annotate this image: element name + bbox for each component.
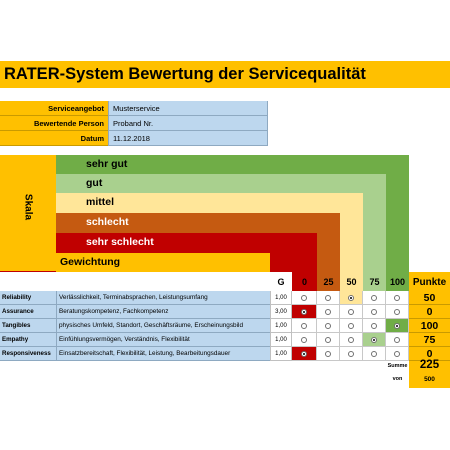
meta-value-person[interactable]: Proband Nr. — [108, 116, 268, 131]
page-title: RATER-System Bewertung der Servicequalit… — [0, 61, 450, 88]
rating-radio[interactable] — [371, 336, 377, 343]
row-points: 0 — [409, 347, 450, 361]
rating-radio[interactable] — [371, 294, 377, 301]
rating-radio[interactable] — [371, 350, 377, 357]
meta-value-date[interactable]: 11.12.2018 — [108, 131, 268, 146]
row-dimension-description: Beratungskompetenz, Fachkompetenz — [56, 305, 270, 319]
rating-radio[interactable] — [301, 350, 307, 357]
rating-radio[interactable] — [348, 350, 354, 357]
row-dimension-name: Reliability — [0, 291, 56, 305]
rating-radio[interactable] — [325, 336, 331, 343]
rating-cell[interactable] — [317, 333, 340, 347]
scale-axis-label: Skala — [0, 155, 56, 271]
rating-radio[interactable] — [348, 294, 354, 301]
header-col-25: 25 — [317, 272, 340, 291]
row-weight-value[interactable]: 1,00 — [270, 347, 292, 361]
meta-label-service: Serviceangebot — [0, 101, 108, 116]
rating-cell[interactable] — [363, 291, 386, 305]
scale-label-sehr-schlecht: sehr schlecht — [86, 236, 154, 248]
rating-radio[interactable] — [394, 294, 400, 301]
rating-cell[interactable] — [340, 319, 363, 333]
rating-cell[interactable] — [386, 319, 409, 333]
rating-radio[interactable] — [394, 350, 400, 357]
rating-cell[interactable] — [292, 333, 317, 347]
row-dimension-description: Verlässlichkeit, Terminabsprachen, Leist… — [56, 291, 270, 305]
header-weight: G — [270, 272, 292, 291]
rating-cell[interactable] — [340, 347, 363, 361]
row-dimension-description: Einfühlungsvermögen, Verständnis, Flexib… — [56, 333, 270, 347]
rating-cell[interactable] — [292, 291, 317, 305]
rating-radio[interactable] — [301, 336, 307, 343]
row-dimension-description: physisches Umfeld, Standort, Geschäftsrä… — [56, 319, 270, 333]
rating-cell[interactable] — [292, 319, 317, 333]
header-col-50: 50 — [340, 272, 363, 291]
rating-radio[interactable] — [301, 294, 307, 301]
rating-radio[interactable] — [325, 322, 331, 329]
rating-cell[interactable] — [363, 305, 386, 319]
weight-label: Gewichtung — [56, 253, 270, 272]
rating-cell[interactable] — [317, 305, 340, 319]
scale-label-mittel: mittel — [86, 196, 115, 208]
scale-axis-text: Skala — [22, 193, 34, 221]
rating-cell[interactable] — [340, 333, 363, 347]
scale-label-gut: gut — [86, 177, 103, 189]
scale-label-schlecht: schlecht — [86, 216, 129, 228]
of-label: von — [392, 376, 403, 382]
header-col-0: 0 — [292, 272, 317, 291]
rating-cell[interactable] — [340, 291, 363, 305]
rating-cell[interactable] — [317, 319, 340, 333]
scale-label-sehr-gut: sehr gut — [86, 158, 128, 170]
rating-radio[interactable] — [325, 308, 331, 315]
rating-cell[interactable] — [363, 347, 386, 361]
row-weight-value[interactable]: 1,00 — [270, 333, 292, 347]
header-points: Punkte — [409, 272, 450, 291]
meta-label-date: Datum — [0, 131, 108, 146]
summary-box — [409, 361, 450, 388]
header-col-100: 100 — [386, 272, 409, 291]
row-dimension-description: Einsatzbereitschaft, Flexibilität, Leist… — [56, 347, 270, 361]
row-dimension-name: Assurance — [0, 305, 56, 319]
sum-label: Summe — [387, 363, 408, 369]
rating-radio[interactable] — [371, 308, 377, 315]
rating-cell[interactable] — [386, 305, 409, 319]
row-weight-value[interactable]: 1,00 — [270, 291, 292, 305]
of-value: 500 — [424, 376, 435, 383]
row-weight-value[interactable]: 1,00 — [270, 319, 292, 333]
rating-cell[interactable] — [317, 291, 340, 305]
rating-radio[interactable] — [348, 336, 354, 343]
rating-radio[interactable] — [325, 350, 331, 357]
rating-radio[interactable] — [394, 322, 400, 329]
meta-value-service[interactable]: Musterservice — [108, 101, 268, 116]
rating-cell[interactable] — [386, 347, 409, 361]
rating-cell[interactable] — [386, 291, 409, 305]
row-points: 100 — [409, 319, 450, 333]
rating-radio[interactable] — [325, 294, 331, 301]
rating-cell[interactable] — [386, 333, 409, 347]
rating-cell[interactable] — [292, 305, 317, 319]
row-dimension-name: Empathy — [0, 333, 56, 347]
rating-radio[interactable] — [301, 308, 307, 315]
sum-value: 225 — [419, 359, 440, 371]
rating-radio[interactable] — [301, 322, 307, 329]
rating-cell[interactable] — [363, 333, 386, 347]
rating-radio[interactable] — [394, 336, 400, 343]
rating-radio[interactable] — [348, 308, 354, 315]
header-spacer — [0, 272, 270, 291]
rating-radio[interactable] — [371, 322, 377, 329]
rating-cell[interactable] — [340, 305, 363, 319]
header-col-75: 75 — [363, 272, 386, 291]
rating-cell[interactable] — [317, 347, 340, 361]
rating-cell[interactable] — [292, 347, 317, 361]
rating-radio[interactable] — [348, 322, 354, 329]
row-weight-value[interactable]: 3,00 — [270, 305, 292, 319]
row-dimension-name: Responsiveness — [0, 347, 56, 361]
rating-radio[interactable] — [394, 308, 400, 315]
row-points: 0 — [409, 305, 450, 319]
rating-cell[interactable] — [363, 319, 386, 333]
row-points: 50 — [409, 291, 450, 305]
row-dimension-name: Tangibles — [0, 319, 56, 333]
meta-label-person: Bewertende Person — [0, 116, 108, 131]
row-points: 75 — [409, 333, 450, 347]
